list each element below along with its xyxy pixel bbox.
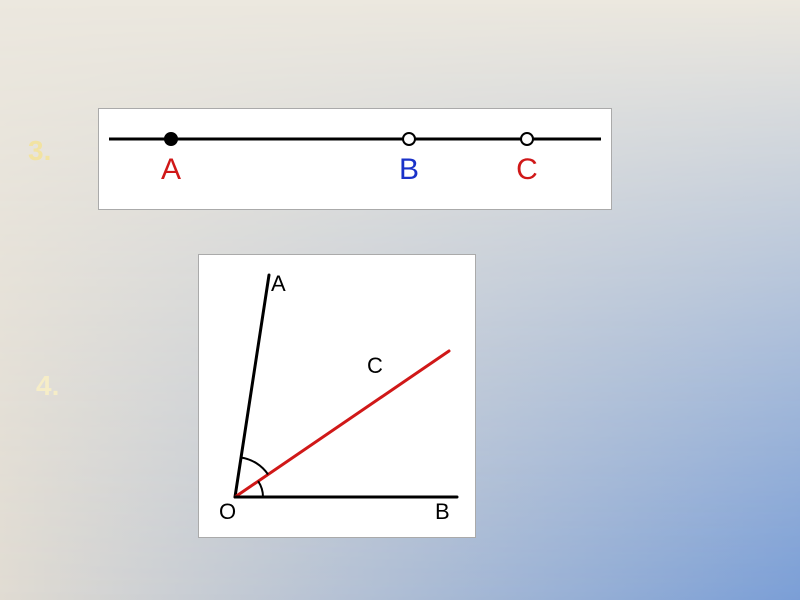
ray-label-c: C <box>367 353 383 378</box>
angle-arc-oa-oc <box>241 457 268 474</box>
ray-oc <box>235 351 449 497</box>
slide: 3. A B C 4. A C B O <box>0 0 800 600</box>
ray-label-a: A <box>271 271 286 296</box>
origin-label: O <box>219 499 236 524</box>
number-line-diagram: A B C <box>99 109 611 209</box>
point-label-c: C <box>516 153 538 186</box>
point-b <box>403 133 415 145</box>
angle-arc-oc-ob <box>258 481 263 497</box>
number-line-panel: A B C <box>98 108 612 210</box>
ray-label-b: B <box>435 499 450 524</box>
angle-diagram: A C B O <box>199 255 475 537</box>
item-number-3: 3. <box>28 135 51 167</box>
ray-oa <box>235 275 269 497</box>
point-a <box>165 133 177 145</box>
angle-diagram-panel: A C B O <box>198 254 476 538</box>
point-c <box>521 133 533 145</box>
item-number-4: 4. <box>36 370 59 402</box>
point-label-b: B <box>399 153 419 186</box>
point-label-a: A <box>161 153 181 186</box>
